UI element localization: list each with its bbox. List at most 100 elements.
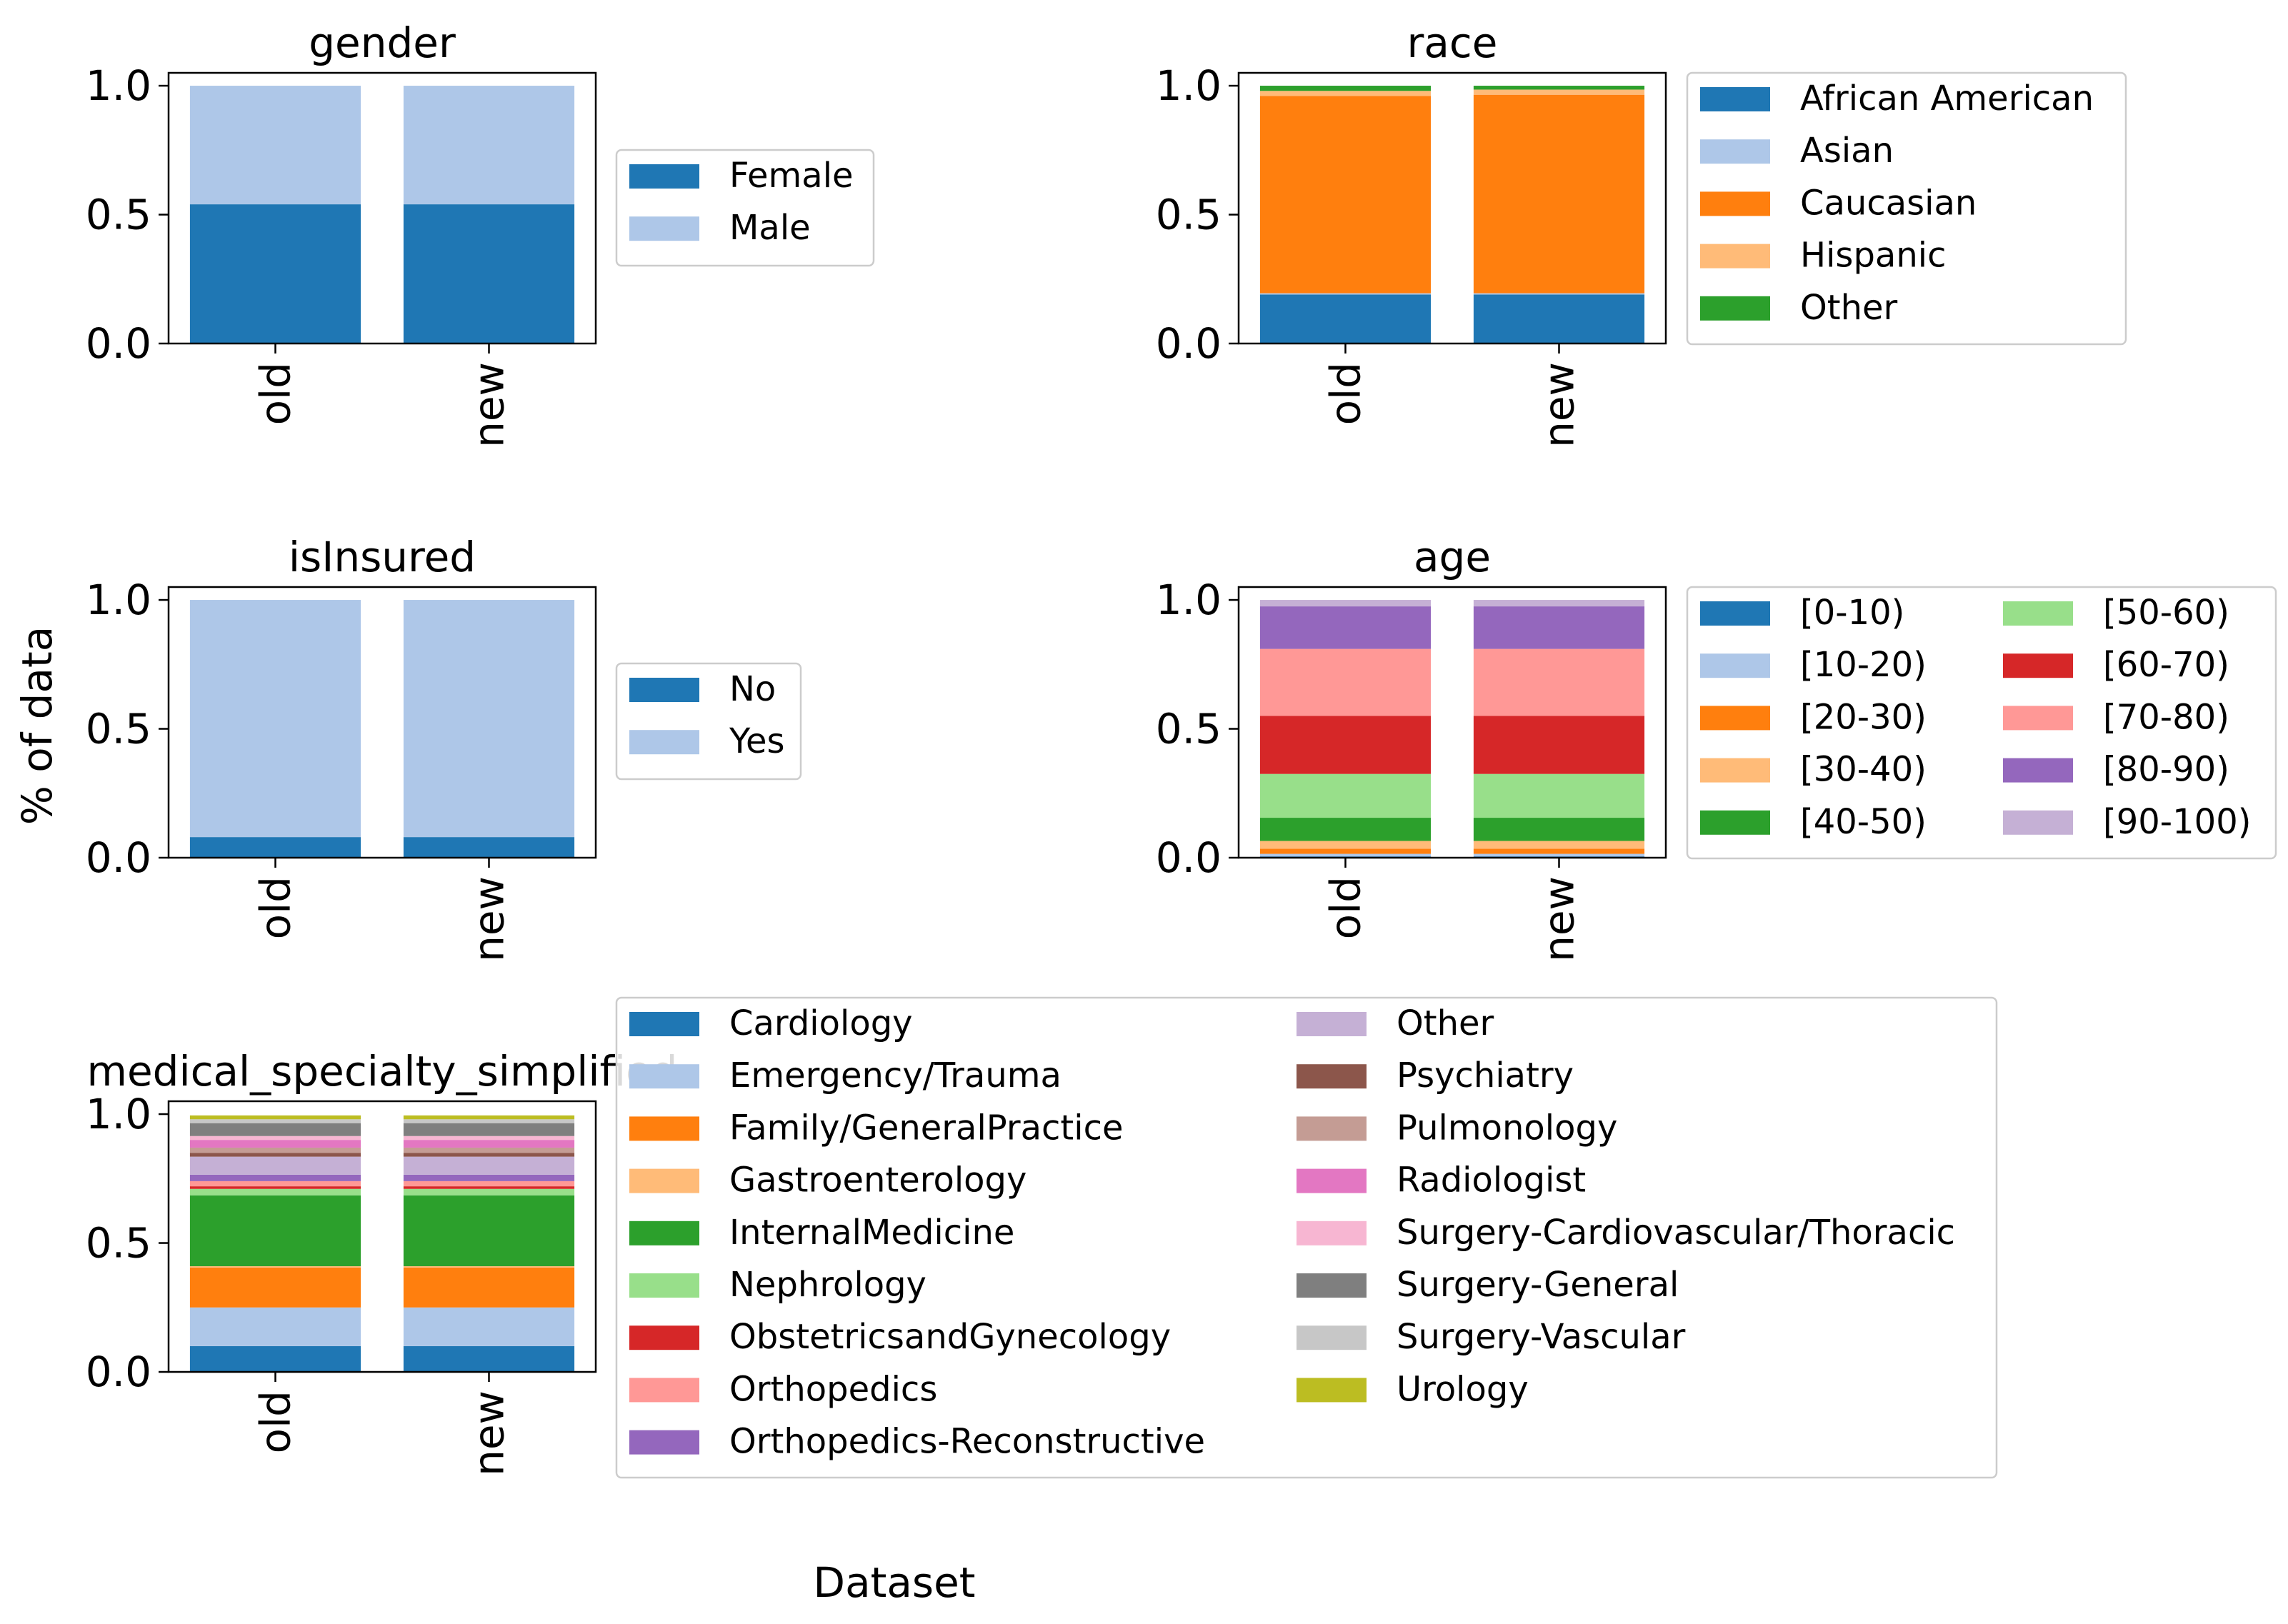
y-tick-label: 1.0 [86,576,151,624]
bar-segment [1259,853,1432,857]
x-tick-label: old [251,1390,300,1453]
axes-frame [1237,71,1667,345]
bar-segment [403,1119,575,1123]
bar-segment [403,837,575,858]
axes-frame [1237,586,1667,859]
legend-label: Caucasian [1800,183,1977,223]
legend-swatch [629,164,699,189]
bar-segment [1259,600,1432,607]
legend-swatch [629,1012,699,1036]
x-tick-label: new [1535,876,1584,962]
legend-label: Surgery-Vascular [1397,1317,1686,1357]
legend-swatch [629,1168,699,1193]
legend-label: Hispanic [1800,236,1946,276]
bar-segment [1473,716,1645,774]
legend-label: African American [1800,79,2094,119]
legend-swatch [1700,87,1770,111]
bar-segment [189,1345,361,1372]
legend-swatch [629,730,699,755]
legend-swatch [629,1064,699,1089]
y-tick-label: 0.5 [86,1219,151,1268]
bar-segment [1259,293,1432,295]
legend-label: Psychiatry [1397,1056,1574,1096]
legend-label: [20-30) [1800,697,1927,737]
y-tick-label: 0.5 [1156,191,1222,239]
legend-label: Surgery-General [1397,1265,1679,1305]
legend-label: No [729,669,776,709]
bar-segment [403,1136,575,1141]
legend-swatch [2003,653,2073,678]
legend-swatch [1297,1220,1367,1245]
bar-segment [1259,716,1432,774]
bar-segment [1259,294,1432,344]
bar-segment [1473,648,1645,716]
legend-label: Yes [729,721,784,761]
bar-segment [1473,773,1645,818]
legend-swatch [1700,139,1770,164]
legend-swatch [1700,653,1770,678]
chart-title: race [1407,19,1498,67]
bar-segment [1473,94,1645,294]
y-tick-label: 1.0 [1156,61,1222,110]
legend-label: Gastroenterology [729,1161,1026,1201]
legend-label: Nephrology [729,1265,926,1305]
bar-segment [1473,294,1645,344]
bar-segment [189,86,361,205]
x-tick-label: new [1535,362,1584,448]
legend-label: Other [1800,288,1898,328]
legend-swatch [629,1273,699,1298]
bar-segment [1259,96,1432,294]
legend-swatch [629,678,699,702]
legend-label: [50-60) [2103,593,2229,633]
subplot-gender: gender old new 0.0 0.5 1.0 Female Male [86,19,875,448]
legend-label: [80-90) [2103,750,2229,790]
x-tick-label: new [465,1390,514,1476]
legend-swatch [1700,601,1770,626]
bar-segment [1259,86,1432,91]
bar-segment [403,1186,575,1189]
y-tick-label: 0.5 [86,191,151,239]
bar-segment [1473,89,1645,95]
bar-segment [1473,818,1645,841]
bar-segment [403,1266,575,1268]
legend-label: Radiologist [1397,1161,1586,1201]
subplot-isInsured: isInsured old new 0.0 0.5 1.0 No Yes [86,533,802,962]
bar-segment [1259,91,1432,96]
axes-frame [167,71,597,345]
legend-swatch [2003,601,2073,626]
bar-segment [403,1188,575,1196]
chart-title: isInsured [289,533,476,581]
bar-segment [189,204,361,344]
legend-swatch [1700,191,1770,216]
bar-segment [403,86,575,205]
chart-title: age [1414,533,1491,581]
legend-label: [0-10) [1800,593,1904,633]
x-tick-label: old [1322,876,1370,939]
bar-segment [189,1186,361,1189]
bar-segment [403,1123,575,1136]
legend-swatch [629,1430,699,1455]
legend-label: ObstetricsandGynecology [729,1317,1171,1357]
y-tick-label: 1.0 [86,61,151,110]
legend-label: Surgery-Cardiovascular/Thoracic [1397,1213,1955,1253]
x-tick-label: new [465,876,514,962]
legend-label: [70-80) [2103,697,2229,737]
legend-swatch [1297,1012,1367,1036]
bar-segment [189,600,361,838]
legend-label: Cardiology [729,1003,913,1043]
legend-label: [60-70) [2103,645,2229,685]
bar-segment [403,1267,575,1308]
legend-swatch [1297,1378,1367,1403]
x-tick-label: old [251,876,300,939]
bar-segment [403,1153,575,1157]
bar-segment [403,1140,575,1148]
y-tick-label: 0.0 [1156,319,1222,368]
bar-segment [1473,600,1645,607]
legend-box [1686,71,2127,346]
legend-swatch [2003,758,2073,783]
bar-segment [403,1345,575,1372]
y-tick-label: 1.0 [86,1090,151,1138]
bar-segment [189,1153,361,1157]
